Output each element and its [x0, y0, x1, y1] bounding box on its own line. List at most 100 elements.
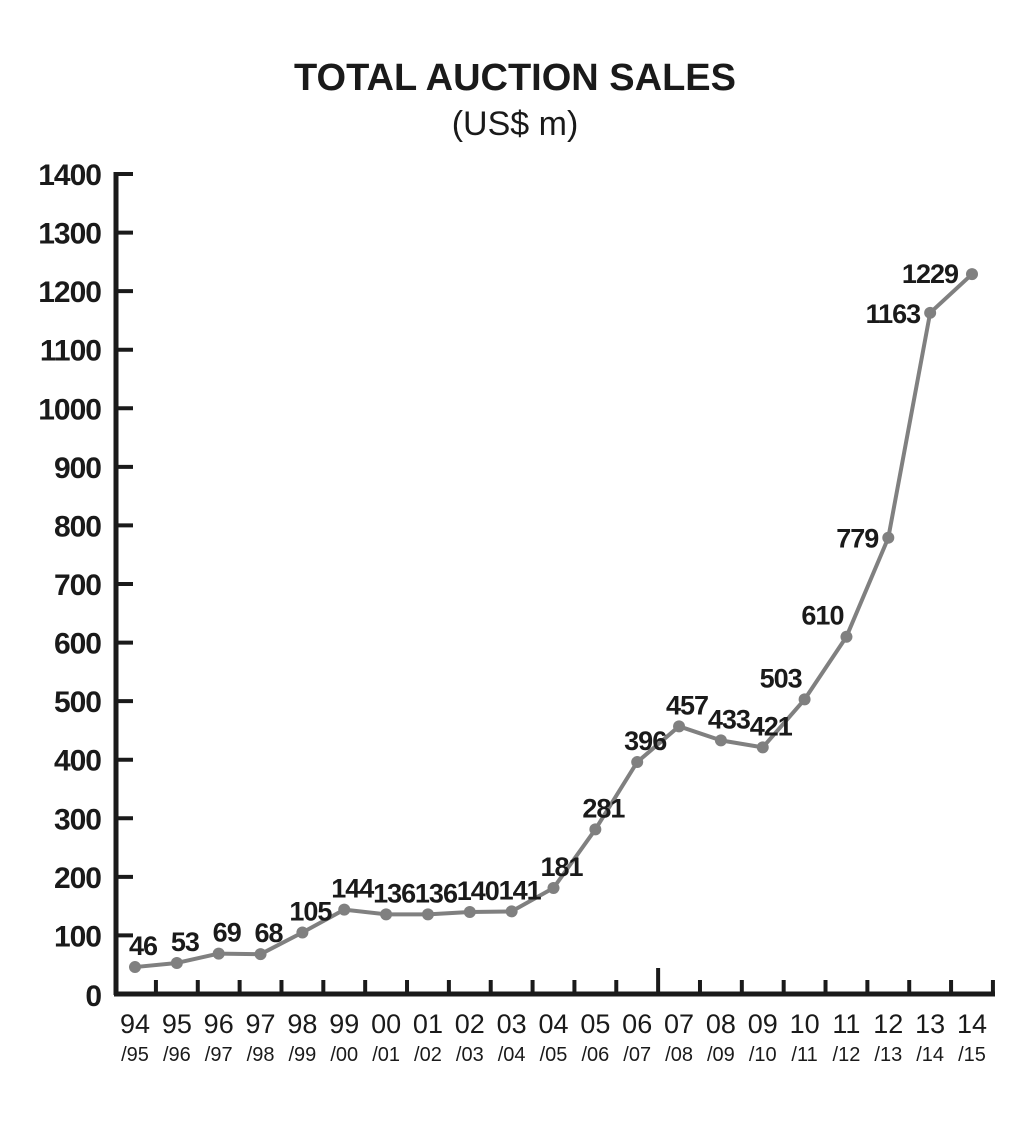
y-tick-label: 900: [54, 452, 101, 485]
x-tick-label-season: /13: [874, 1044, 902, 1066]
x-tick-label-year: 05: [580, 1009, 610, 1039]
x-tick-label-year: 99: [329, 1009, 359, 1039]
y-tick-label: 1100: [40, 335, 101, 368]
data-point: [338, 903, 351, 916]
data-label: 1163: [866, 299, 922, 329]
data-label: 69: [213, 918, 242, 948]
x-tick-label-year: 06: [622, 1009, 652, 1039]
x-tick-label-season: /95: [121, 1044, 149, 1066]
x-tick-label-year: 04: [538, 1009, 568, 1039]
x-tick-label-season: /15: [958, 1044, 986, 1066]
data-label: 144: [331, 874, 374, 904]
x-tick-label-season: /96: [163, 1044, 191, 1066]
x-tick-label-season: /07: [623, 1044, 651, 1066]
data-point: [589, 823, 602, 836]
data-point: [212, 947, 225, 960]
x-tick-label-year: 97: [246, 1009, 276, 1039]
data-label: 136: [415, 878, 458, 908]
x-tick-label-year: 96: [204, 1009, 234, 1039]
data-point: [380, 908, 393, 921]
y-tick-label: 100: [54, 920, 101, 953]
x-tick-label-season: /04: [498, 1044, 526, 1066]
data-label: 141: [499, 875, 542, 905]
x-tick-label-year: 14: [957, 1009, 987, 1039]
x-tick-label-season: /12: [833, 1044, 861, 1066]
data-point: [840, 630, 853, 643]
y-tick-label: 1200: [38, 276, 101, 309]
x-tick-label-year: 07: [664, 1009, 694, 1039]
y-tick-label: 200: [54, 862, 101, 895]
x-tick-label-year: 02: [455, 1009, 485, 1039]
x-tick-label-year: 13: [915, 1009, 945, 1039]
data-point: [421, 908, 434, 921]
data-point: [966, 268, 978, 281]
data-label: 421: [750, 711, 793, 741]
x-tick-label-season: /08: [665, 1044, 693, 1066]
data-label: 140: [457, 876, 499, 906]
data-point: [882, 531, 895, 544]
data-point: [714, 734, 727, 747]
data-label: 281: [582, 793, 625, 823]
y-tick-label: 1300: [38, 218, 101, 251]
data-label: 136: [373, 878, 416, 908]
data-point: [254, 948, 267, 961]
data-label: 396: [624, 726, 667, 756]
data-label: 503: [760, 663, 803, 693]
data-point: [463, 906, 476, 918]
data-point: [631, 756, 644, 769]
data-point: [924, 306, 937, 319]
x-tick-label-year: 94: [120, 1009, 150, 1039]
y-tick-label: 400: [54, 745, 101, 778]
data-point: [798, 693, 811, 706]
y-tick-label: 800: [54, 510, 101, 543]
y-tick-label: 600: [54, 628, 101, 661]
data-point: [756, 741, 769, 754]
axes: 0100200300400500600700800900100011001200…: [38, 159, 995, 1066]
data-series: [129, 268, 978, 974]
x-tick-label-year: 10: [790, 1009, 820, 1039]
x-tick-label-season: /06: [581, 1044, 609, 1066]
x-tick-label-season: /05: [540, 1044, 568, 1066]
data-label: 457: [666, 690, 708, 720]
x-tick-label-year: 01: [413, 1009, 443, 1039]
data-point: [673, 720, 686, 733]
data-label: 46: [129, 931, 158, 961]
data-label: 779: [836, 524, 879, 554]
y-tick-label: 1400: [38, 159, 101, 192]
x-tick-label-year: 03: [497, 1009, 527, 1039]
y-tick-label: 700: [54, 569, 101, 602]
data-label: 610: [801, 601, 843, 631]
x-tick-label-year: 09: [748, 1009, 778, 1039]
x-tick-label-season: /97: [205, 1044, 233, 1066]
y-tick-label: 0: [85, 980, 101, 1013]
data-label: 105: [289, 897, 332, 927]
data-label: 68: [255, 918, 284, 948]
y-tick-label: 300: [54, 803, 101, 836]
x-tick-label-season: /01: [372, 1044, 400, 1066]
x-tick-label-year: 98: [287, 1009, 317, 1039]
data-label: 1229: [902, 259, 959, 289]
x-tick-label-year: 12: [873, 1009, 903, 1039]
y-tick-label: 1000: [38, 393, 101, 426]
data-label: 181: [540, 852, 583, 882]
x-tick-label-season: /14: [916, 1044, 944, 1066]
x-tick-label-year: 95: [162, 1009, 192, 1039]
x-tick-label-season: /11: [791, 1044, 817, 1066]
x-tick-label-season: /10: [749, 1044, 777, 1066]
data-point: [170, 956, 183, 969]
x-tick-label-season: /99: [288, 1044, 316, 1066]
x-tick-label-year: 00: [371, 1009, 401, 1039]
x-tick-label-season: /03: [456, 1044, 484, 1066]
x-tick-label-season: /09: [707, 1044, 735, 1066]
data-label: 433: [708, 704, 751, 734]
data-point: [129, 961, 141, 974]
x-tick-label-season: /02: [414, 1044, 442, 1066]
chart-title: TOTAL AUCTION SALES: [294, 57, 736, 99]
data-point: [505, 905, 518, 918]
x-tick-label-year: 08: [706, 1009, 736, 1039]
x-tick-label-season: /00: [330, 1044, 358, 1066]
x-tick-label-season: /98: [247, 1044, 275, 1066]
